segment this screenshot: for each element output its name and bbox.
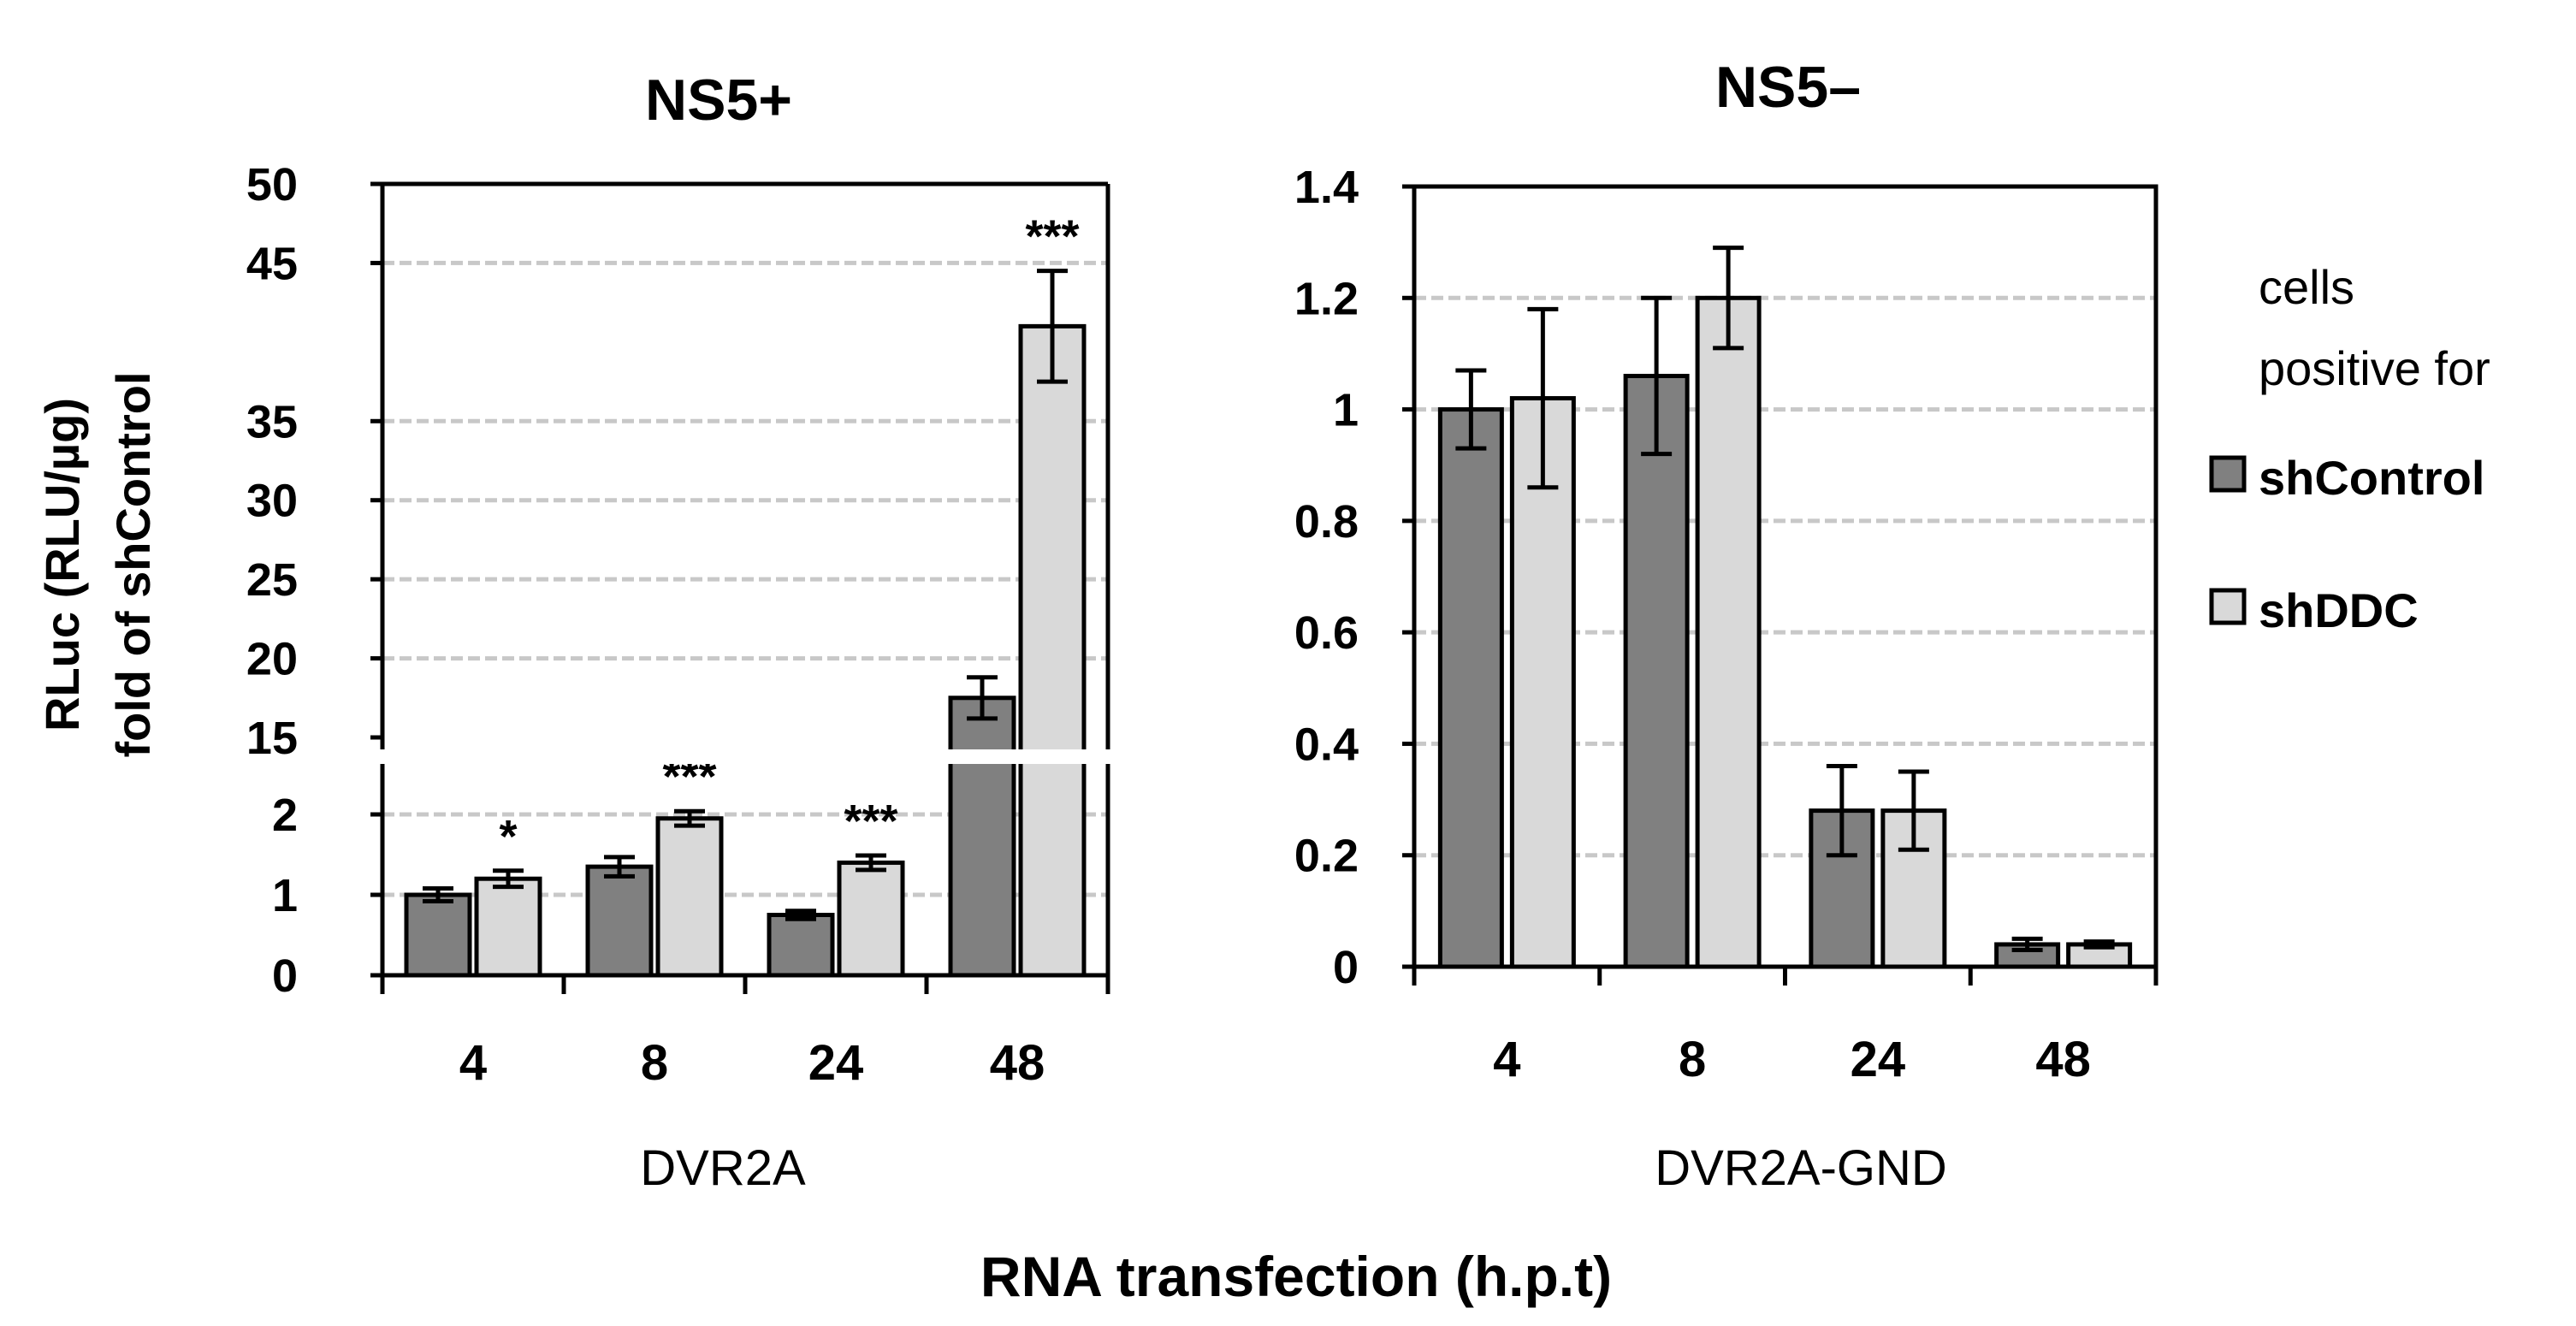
chart1-ytick-label: 45 [246,238,298,289]
chart2-frame [1412,184,2159,969]
chart1-significance-marker: * [499,811,517,862]
chart2-title: NS5– [1715,55,1861,120]
chart2-ytick-label: 0.8 [1294,496,1359,548]
chart1-ytick-label: 35 [246,396,298,447]
legend-swatch-shddc [2209,588,2247,625]
legend-title-line1: cells [2259,260,2354,314]
chart1-ytick-label: 30 [246,476,298,527]
legend-swatch-shcontrol [2209,455,2247,493]
chart1-bar-shcontrol-24 [767,913,835,978]
legend-title-line2: positive for [2259,341,2490,395]
chart1-bar-shcontrol-4 [404,892,472,978]
chart2-xtick-label: 4 [1493,1032,1520,1087]
chart1-bar-shcontrol-8 [585,864,654,978]
chart1-bar-shddc-4 [474,876,542,978]
legend-label-shcontrol: shControl [2259,451,2484,505]
chart1-bar-shddc-8 [655,816,724,978]
chart1-ytick-label: 15 [246,713,298,764]
chart1-ytick-label: 25 [246,554,298,606]
chart2-ytick-label: 0.4 [1294,719,1359,770]
legend: cells positive for shControl shDDC [2209,260,2490,637]
chart1-bar-shcontrol-48 [948,696,1016,978]
chart2-ytick-label: 1 [1333,385,1359,436]
chart2-plot: 00.20.40.60.811.21.44 8 24 48 [1294,162,2159,1087]
chart1-title: NS5+ [645,68,792,133]
chart1-group-label: DVR2A [640,1140,806,1196]
chart2-bar-shcontrol-8 [1623,373,1690,969]
chart2-ytick-label: 0.2 [1294,831,1359,882]
chart2-ytick-label: 0.6 [1294,607,1359,659]
y-axis-label-line2: fold of shControl [106,371,160,757]
chart2-bar-shddc-4 [1509,396,1576,969]
chart1-ytick-label: 50 [246,159,298,210]
chart1-ytick-label: 20 [246,634,298,685]
chart1-bar-shddc-24 [837,860,905,978]
chart1-axis-break [365,749,1125,764]
y-axis-label-line1: RLuc (RLU/µg) [35,398,89,731]
chart2-ytick-label: 0 [1333,942,1359,993]
chart1-xtick-label: 48 [990,1035,1045,1091]
chart2-xtick-label: 8 [1679,1032,1706,1087]
chart2-ytick-label: 1.2 [1294,273,1359,324]
chart1-xtick-label: 4 [459,1035,487,1091]
chart1-xtick-label: 24 [808,1035,864,1091]
chart2-ytick-label: 1.4 [1294,162,1359,213]
chart1-ytick-label: 1 [272,870,298,921]
x-axis-label: RNA transfection (h.p.t) [980,1245,1612,1308]
chart2-xtick-label: 48 [2035,1032,2091,1087]
chart2-bar-shddc-8 [1695,295,1762,969]
chart1-significance-marker: *** [844,796,897,847]
chart2-bar-shcontrol-4 [1437,407,1504,969]
chart1-ytick-label: 2 [272,790,298,841]
chart2-group-label: DVR2A-GND [1655,1140,1947,1196]
chart1-ytick-label: 0 [272,950,298,1002]
chart2-xtick-label: 24 [1851,1032,1906,1087]
chart1-significance-marker: *** [1025,211,1079,263]
legend-label-shddc: shDDC [2259,583,2419,637]
chart1-xtick-label: 8 [641,1035,668,1091]
chart1-bar-shddc-48 [1018,323,1087,978]
